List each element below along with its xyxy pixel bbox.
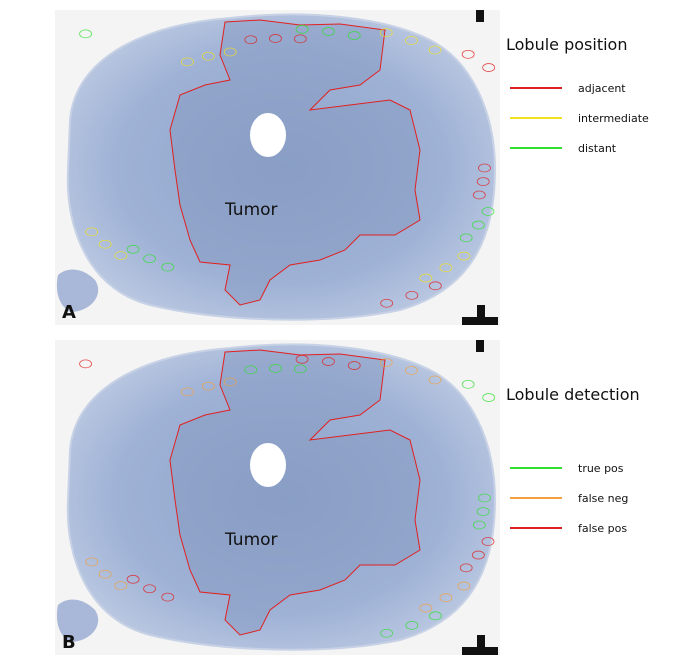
panel: Tumor B Lobule detection true pos false neg f…	[55, 340, 640, 655]
lobule	[293, 364, 307, 374]
lobule	[85, 557, 99, 567]
legend-title: Lobule position	[506, 35, 627, 54]
lobule	[98, 569, 112, 579]
lobule	[428, 611, 442, 621]
legend-item: distant	[578, 142, 617, 155]
lobule	[347, 31, 361, 40]
lobule	[126, 244, 140, 254]
lobule	[471, 220, 485, 230]
lobule	[114, 251, 128, 261]
lobule	[405, 290, 419, 300]
legend-item: intermediate	[578, 112, 649, 125]
lobule	[223, 47, 237, 57]
scale-marker	[476, 340, 484, 352]
lobule	[478, 163, 491, 173]
lobule	[201, 381, 215, 391]
lobule	[161, 592, 175, 602]
scale-marker	[476, 10, 484, 22]
tumor-region	[169, 19, 421, 306]
lobule	[476, 507, 490, 516]
lobule	[481, 207, 495, 216]
lobule	[482, 63, 496, 72]
tumor-region	[169, 349, 421, 636]
lobule	[481, 537, 495, 546]
lobule	[295, 24, 309, 34]
lobule	[405, 366, 418, 375]
lobule	[428, 281, 442, 291]
lobule	[295, 354, 309, 364]
lobule	[244, 365, 258, 375]
lobule	[419, 603, 433, 613]
lobule	[439, 593, 453, 603]
legend-item: false pos	[578, 522, 627, 535]
lobule	[472, 190, 486, 200]
tumor-label: Tumor	[224, 200, 278, 220]
lobule	[439, 263, 453, 273]
panel-label: B	[62, 632, 76, 653]
lobule	[379, 358, 393, 368]
lobule	[419, 273, 433, 283]
lobule	[293, 34, 307, 44]
tissue-fragment	[56, 269, 99, 312]
tissue-fragment	[56, 599, 99, 642]
lobule	[471, 550, 485, 560]
lobule	[459, 563, 473, 573]
panel-label: A	[62, 302, 76, 323]
lobule	[161, 262, 175, 272]
lobule	[459, 233, 473, 243]
legend-item: adjacent	[578, 82, 626, 95]
lobule	[461, 49, 475, 59]
panel: Tumor A Lobule position adjacent intermediat…	[55, 10, 649, 325]
lobule	[380, 298, 394, 308]
lobule	[472, 520, 486, 530]
lobule	[143, 584, 156, 594]
lobule	[223, 377, 237, 387]
lobule	[322, 27, 335, 36]
lobule	[181, 57, 194, 67]
lobule	[98, 239, 112, 249]
lobule	[457, 251, 471, 261]
legend-item: false neg	[578, 492, 628, 505]
lobule	[405, 36, 418, 45]
lumen	[250, 113, 286, 157]
lobule	[79, 359, 92, 369]
lobule	[143, 254, 156, 264]
lobule	[126, 574, 140, 584]
scale-bar	[462, 635, 498, 655]
lobule	[380, 628, 394, 638]
tumor-label: Tumor	[224, 530, 278, 550]
lobule	[322, 357, 335, 366]
lobule	[114, 581, 128, 591]
legend-title: Lobule detection	[506, 385, 640, 404]
lobule	[269, 364, 282, 373]
lobule	[79, 29, 92, 39]
lobule	[457, 581, 471, 591]
lobule	[428, 375, 442, 385]
lobule	[181, 387, 194, 397]
scale-bar	[462, 305, 498, 325]
lobule	[85, 227, 99, 237]
lumen	[250, 443, 286, 487]
lobule	[379, 28, 393, 38]
lobule	[405, 620, 419, 630]
lobule	[428, 45, 442, 55]
legend-item: true pos	[578, 462, 624, 475]
lobule	[347, 361, 361, 370]
lobule	[201, 51, 215, 61]
lobule	[482, 393, 496, 402]
lobule	[478, 493, 491, 503]
lobule	[461, 379, 475, 389]
lobule	[269, 34, 282, 43]
lobule	[244, 35, 258, 45]
lobule	[476, 177, 490, 186]
